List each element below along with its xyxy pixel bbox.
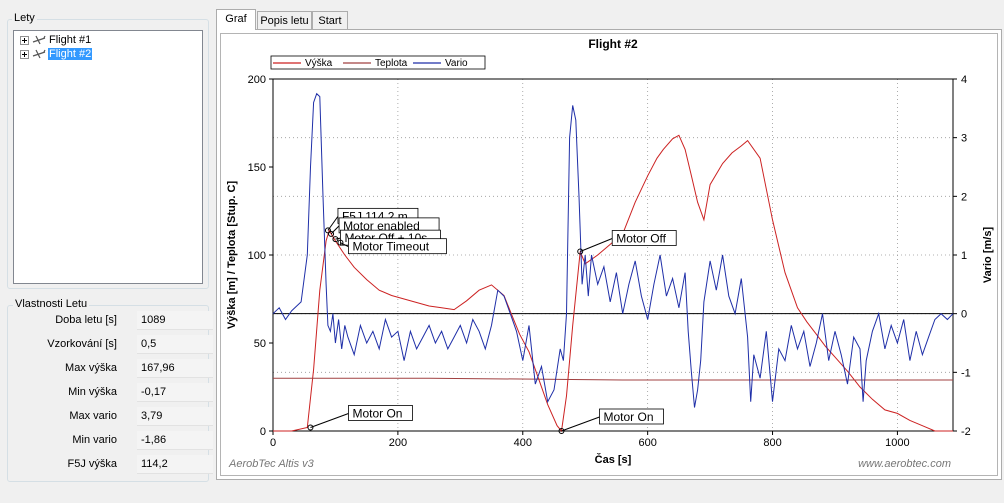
y2-tick-label: 2: [961, 191, 967, 203]
graph-tab-panel: Flight #2 Výška Teplota Vario 0 200 400 600 800 1…: [216, 29, 1002, 480]
y2-tick-label: 3: [961, 133, 967, 145]
x-tick-label: 400: [514, 437, 532, 449]
annotation-marker: [324, 227, 331, 234]
tree-item-label: Flight #2: [48, 48, 93, 60]
x-tick-label: 1000: [885, 437, 909, 449]
annotation-marker: [332, 236, 339, 243]
tree-item-flight-2[interactable]: Flight #2: [20, 47, 93, 61]
property-label: Vzorkování [s]: [47, 338, 117, 350]
chart-area: Flight #2 Výška Teplota Vario 0 200 400 600 800 1…: [220, 33, 998, 476]
property-value: -0,17: [137, 383, 213, 402]
annotation-leader: [340, 242, 349, 248]
annotation-leader: [561, 416, 600, 432]
property-label: F5J výška: [67, 458, 117, 470]
y2-tick-label: 4: [961, 74, 967, 86]
annotation-box: [611, 230, 677, 246]
tab-popis-letu[interactable]: Popis letu: [257, 11, 312, 29]
legend-entry: Teplota: [375, 58, 408, 69]
glider-icon: [32, 49, 46, 59]
annotation-label: Motor On: [352, 406, 402, 420]
series-line-výška: [273, 134, 953, 433]
property-label: Min vario: [72, 434, 117, 446]
property-value: 0,5: [137, 335, 213, 354]
series-line-vario: [272, 92, 954, 408]
x-tick-label: 800: [763, 437, 781, 449]
property-row: Max vario 3,79: [13, 406, 213, 428]
property-value: 167,96: [137, 359, 213, 378]
legend-box: [270, 55, 486, 70]
annotation-leader: [310, 413, 349, 428]
annotation-marker: [577, 248, 584, 255]
expand-icon[interactable]: [20, 49, 29, 59]
property-row: F5J výška 114,2: [13, 454, 213, 476]
property-label: Max výška: [65, 362, 117, 374]
annotation-leader: [580, 238, 613, 252]
tree-item-label: Flight #1: [49, 34, 92, 46]
expand-icon[interactable]: [20, 35, 29, 45]
annotation-marker: [328, 230, 335, 237]
tree-item-flight-1[interactable]: Flight #1: [20, 33, 92, 47]
property-row: Doba letu [s] 1089: [13, 310, 213, 332]
x-axis-label: Čas [s]: [595, 453, 632, 466]
watermark-right: www.aerobtec.com: [858, 458, 951, 470]
y-tick-label: 0: [260, 426, 266, 438]
property-row: Min výška -0,17: [13, 382, 213, 404]
tab-graf[interactable]: Graf: [216, 9, 256, 30]
x-tick-label: 200: [389, 437, 407, 449]
annotation-marker: [307, 424, 314, 431]
flights-group-title: Lety: [12, 12, 37, 24]
annotation-marker: [337, 239, 344, 246]
x-tick-label: 0: [270, 437, 276, 449]
flights-tree[interactable]: Flight #1 Flight #2: [13, 30, 203, 284]
annotation-box: [348, 238, 447, 255]
series-line-teplota: [273, 377, 953, 381]
flights-group: [7, 19, 209, 289]
annotation-label: Motor enabled: [343, 219, 420, 233]
property-row: Min vario -1,86: [13, 430, 213, 452]
property-label: Doba letu [s]: [55, 314, 117, 326]
annotation-label: Motor Off: [616, 231, 666, 245]
y-axis-label: Výška [m] / Teplota [Stup. C]: [226, 181, 238, 330]
annotation-marker: [558, 428, 565, 434]
y2-axis-label: Vario [m/s]: [982, 227, 994, 284]
property-value: -1,86: [137, 431, 213, 450]
annotation-box: [599, 408, 664, 425]
property-value: 1089: [137, 311, 213, 330]
y-tick-label: 150: [248, 162, 266, 174]
y2-tick-label: 1: [961, 250, 967, 262]
annotation-box: [348, 405, 413, 421]
property-value: 3,79: [137, 407, 213, 426]
annotation-label: Motor Timeout: [352, 240, 429, 254]
legend-entry: Vario: [445, 58, 468, 69]
legend-entry: Výška: [305, 58, 333, 69]
property-row: Vzorkování [s] 0,5: [13, 334, 213, 356]
property-label: Min výška: [68, 386, 117, 398]
y-tick-label: 100: [248, 250, 266, 262]
tab-start[interactable]: Start: [312, 11, 348, 29]
annotation-leader: [330, 225, 340, 235]
y-tick-label: 50: [254, 338, 266, 350]
property-value: 114,2: [137, 455, 213, 474]
annotation-label: Motor On: [603, 410, 653, 424]
watermark-left: AerobTec Altis v3: [228, 458, 315, 470]
y2-tick-label: 0: [961, 309, 967, 321]
glider-icon: [32, 35, 46, 45]
x-tick-label: 600: [638, 437, 656, 449]
y2-tick-label: -1: [961, 367, 971, 379]
properties-group-title: Vlastnosti Letu: [13, 298, 90, 310]
chart-title: Flight #2: [588, 37, 638, 51]
property-row: Max výška 167,96: [13, 358, 213, 380]
y2-tick-label: -2: [961, 426, 971, 438]
y-tick-label: 200: [248, 74, 266, 86]
property-label: Max vario: [69, 410, 117, 422]
